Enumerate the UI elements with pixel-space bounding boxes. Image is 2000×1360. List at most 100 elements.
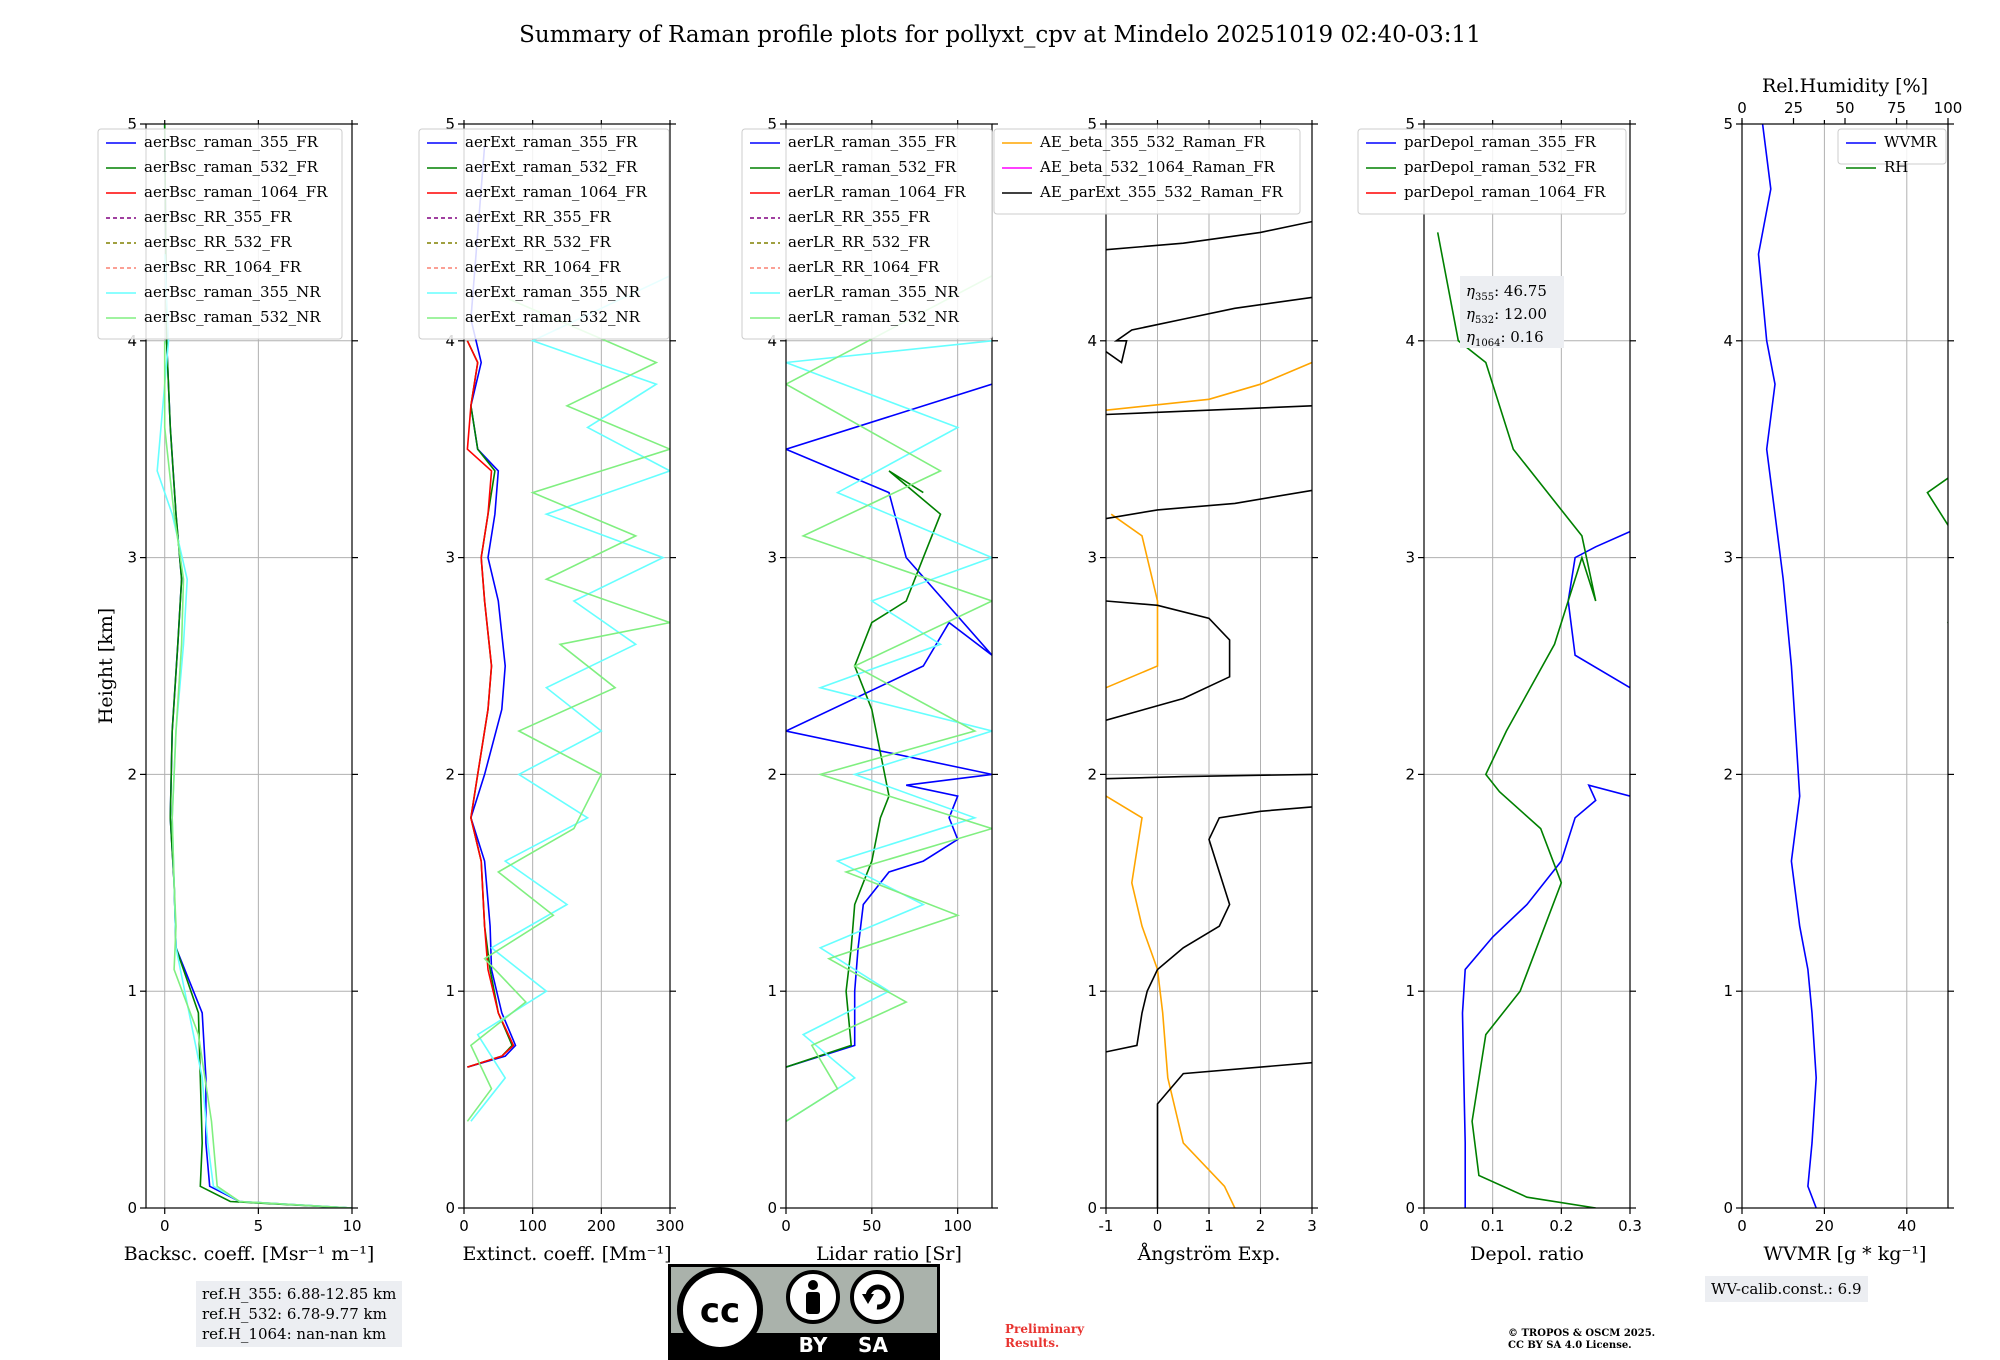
legend-label: aerExt_raman_532_NR bbox=[465, 308, 641, 326]
legend-label: aerExt_RR_1064_FR bbox=[465, 258, 621, 276]
series-group-lidar_ratio bbox=[786, 275, 992, 1122]
eta-355: η355: 46.75 bbox=[1466, 282, 1547, 303]
panel-extinction: 0 100 200 300 0 1 2 3 4 5 Extinct. coeff. [Mm⁻¹] ae… bbox=[418, 115, 684, 1265]
x-tick-label: 100 bbox=[943, 1217, 972, 1235]
y-tick-label: 5 bbox=[767, 115, 777, 133]
legend-label: aerLR_RR_532_FR bbox=[788, 233, 930, 251]
x2-tick-label: 50 bbox=[1835, 99, 1854, 117]
y-tick-label: 3 bbox=[1405, 549, 1415, 567]
y-tick-label: 1 bbox=[127, 982, 137, 1000]
legend-angstrom: AE_beta_355_532_Raman_FR AE_beta_532_1064… bbox=[993, 128, 1301, 215]
legend-label: RH bbox=[1884, 158, 1908, 176]
series-line bbox=[466, 340, 515, 1068]
copyright-line-2: CC BY SA 4.0 License. bbox=[1508, 1340, 1632, 1351]
y-tick-label: 0 bbox=[127, 1199, 137, 1217]
series-line bbox=[786, 383, 992, 1068]
legend-label: parDepol_raman_355_FR bbox=[1404, 133, 1597, 151]
legend-label: AE_parExt_355_532_Raman_FR bbox=[1039, 183, 1284, 201]
x-axis-label: Ångström Exp. bbox=[1137, 1243, 1281, 1265]
x-tick-label: 50 bbox=[862, 1217, 881, 1235]
legend-label: aerExt_RR_532_FR bbox=[465, 233, 612, 251]
series-group-backscatter bbox=[156, 124, 352, 1208]
y-tick-label: 0 bbox=[1405, 1199, 1415, 1217]
series-line bbox=[163, 124, 352, 1208]
legend-extinction: aerExt_raman_355_FR aerExt_raman_532_FRae… bbox=[418, 128, 670, 340]
legend-label: aerExt_RR_355_FR bbox=[465, 208, 612, 226]
ref-height-355: ref.H_355: 6.88-12.85 km bbox=[202, 1285, 397, 1303]
series-line bbox=[1106, 773, 1312, 780]
series-line bbox=[1757, 124, 1818, 1208]
series-line bbox=[1106, 405, 1312, 416]
legend-label: aerExt_raman_355_FR bbox=[465, 133, 638, 151]
by-label: BY bbox=[799, 1333, 828, 1357]
x2-tick-label: 75 bbox=[1887, 99, 1906, 117]
grid-wvmr bbox=[1741, 123, 1948, 1209]
y-tick-label: 2 bbox=[127, 765, 137, 783]
series-line bbox=[1106, 513, 1159, 689]
x-tick-label: 0.3 bbox=[1618, 1217, 1642, 1235]
y-tick-label: 4 bbox=[1405, 332, 1415, 350]
legend-box bbox=[741, 128, 993, 340]
sa-label: SA bbox=[858, 1333, 888, 1357]
legend-label: aerLR_raman_532_FR bbox=[788, 158, 957, 176]
plot-frame bbox=[145, 123, 353, 1209]
series-group-wvmr bbox=[1757, 124, 1948, 1208]
x-tick-label: 200 bbox=[587, 1217, 616, 1235]
series-line bbox=[1106, 361, 1312, 411]
series-line bbox=[163, 340, 352, 1208]
legend-label: aerLR_raman_532_NR bbox=[788, 308, 959, 326]
wv-calibration-text: WV-calib.const.: 6.9 bbox=[1711, 1280, 1862, 1298]
plot-frame bbox=[463, 123, 671, 1209]
x-tick-label: 0 bbox=[160, 1217, 170, 1235]
series-group-angstrom bbox=[1106, 220, 1312, 1208]
y-tick-label: 5 bbox=[1723, 115, 1733, 133]
cc-text: cc bbox=[700, 1291, 740, 1331]
legend-lidar_ratio: aerLR_raman_355_FR aerLR_raman_532_FR aerL… bbox=[741, 128, 993, 340]
legend-label: aerExt_raman_355_NR bbox=[465, 283, 641, 301]
series-line bbox=[466, 296, 670, 1122]
legend-label: aerBsc_raman_532_FR bbox=[144, 158, 319, 176]
y-tick-label: 5 bbox=[127, 115, 137, 133]
y-tick-label: 4 bbox=[1087, 332, 1097, 350]
legend-label: aerBsc_raman_1064_FR bbox=[144, 183, 328, 201]
y-tick-label: 2 bbox=[767, 765, 777, 783]
legend-label: aerLR_RR_355_FR bbox=[788, 208, 930, 226]
panel-wvmr: 0 20 40 0 1 2 3 4 5 WVMR [g * kg⁻¹] 0 25 50 75 100 Rel.… bbox=[1723, 75, 1963, 1265]
series-line bbox=[1106, 806, 1312, 1053]
series-line bbox=[1926, 477, 1948, 625]
eta-532: η532: 12.00 bbox=[1466, 305, 1547, 326]
legend-label: aerLR_raman_355_NR bbox=[788, 283, 959, 301]
panel-depol: 0 0.1 0.2 0.3 0 1 2 3 4 5 Depol. ratio parDepol_ram… bbox=[1357, 115, 1642, 1265]
panel-backscatter: 0 5 10 0 1 2 3 4 5 Backsc. coeff. [Msr⁻¹ m⁻¹] Heig… bbox=[95, 115, 374, 1265]
y-axis-label: Height [km] bbox=[95, 608, 117, 724]
y-tick-label: 3 bbox=[1723, 549, 1733, 567]
series-group-extinction bbox=[466, 145, 670, 1122]
y-tick-label: 5 bbox=[1405, 115, 1415, 133]
y-tick-label: 0 bbox=[1087, 1199, 1097, 1217]
legend-backscatter: aerBsc_raman_355_FR aerBsc_raman_532_FRae… bbox=[97, 128, 343, 340]
plot-frame bbox=[1741, 123, 1949, 1209]
figure-title: Summary of Raman profile plots for polly… bbox=[519, 22, 1481, 48]
x-tick-label: 20 bbox=[1815, 1217, 1834, 1235]
legend-label: AE_beta_532_1064_Raman_FR bbox=[1039, 158, 1275, 176]
legend-box bbox=[1837, 128, 1947, 165]
x-axis-label: Backsc. coeff. [Msr⁻¹ m⁻¹] bbox=[124, 1243, 375, 1265]
y-tick-label: 4 bbox=[1723, 332, 1733, 350]
legend-depol: parDepol_raman_355_FR parDepol_raman_532_… bbox=[1357, 128, 1627, 215]
y-tick-label: 4 bbox=[767, 332, 777, 350]
y-tick-label: 1 bbox=[1723, 982, 1733, 1000]
sa-share-icon bbox=[850, 1270, 904, 1324]
legend-box bbox=[418, 128, 670, 340]
x2-tick-label: 100 bbox=[1934, 99, 1963, 117]
eta-1064: η1064: 0.16 bbox=[1466, 328, 1544, 349]
preliminary-results-note: Preliminary Results. bbox=[1005, 1322, 1084, 1350]
legend-label: aerBsc_raman_355_FR bbox=[144, 133, 319, 151]
x-tick-label: 0 bbox=[1737, 1217, 1747, 1235]
series-line bbox=[1106, 600, 1231, 721]
x-tick-label: 100 bbox=[518, 1217, 547, 1235]
series-line bbox=[470, 275, 670, 1122]
x2-axis-label: Rel.Humidity [%] bbox=[1762, 75, 1928, 97]
copyright-line-1: © TROPOS & OSCM 2025. bbox=[1508, 1328, 1656, 1339]
x-tick-label: 0 bbox=[781, 1217, 791, 1235]
